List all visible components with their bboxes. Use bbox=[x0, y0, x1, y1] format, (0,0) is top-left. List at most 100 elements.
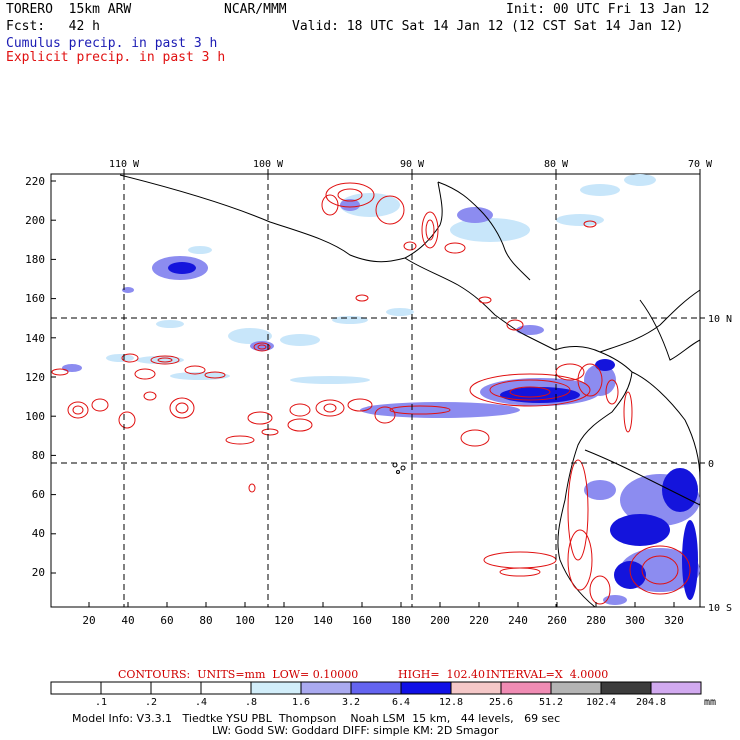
contour-cell bbox=[403, 241, 417, 251]
cumulus-cell bbox=[580, 184, 620, 196]
contour-cell bbox=[506, 319, 524, 331]
contour-cell bbox=[184, 365, 206, 375]
lon-label: 70 W bbox=[688, 159, 713, 170]
coastline-caribbean bbox=[437, 181, 531, 281]
contour-cell bbox=[157, 357, 173, 363]
cumulus-cell bbox=[332, 316, 368, 324]
contour-cell bbox=[577, 363, 603, 397]
x-tick-label: 20 bbox=[82, 614, 95, 627]
colorbar-swatch bbox=[450, 681, 502, 695]
y-tick-label: 200 bbox=[25, 214, 45, 227]
colorbar-swatch bbox=[200, 681, 252, 695]
contour-high: HIGH= 102.40 bbox=[398, 668, 486, 681]
colorbar-swatch bbox=[400, 681, 452, 695]
galapagos-island bbox=[400, 465, 406, 471]
coastline-mexico bbox=[119, 174, 443, 263]
lat-label: 0 bbox=[708, 459, 714, 470]
contour-cell bbox=[374, 406, 396, 424]
x-tick-label: 120 bbox=[274, 614, 294, 627]
x-tick-label: 180 bbox=[391, 614, 411, 627]
colorbar-unit: mm bbox=[704, 697, 716, 708]
colorbar-swatch bbox=[600, 681, 652, 695]
contour-cell bbox=[175, 402, 189, 414]
colorbar-label: .2 bbox=[145, 697, 157, 708]
contour-cell bbox=[555, 363, 585, 381]
colorbar-label: 3.2 bbox=[342, 697, 360, 708]
x-tick-label: 220 bbox=[469, 614, 489, 627]
colorbar bbox=[50, 681, 702, 695]
contour-cell bbox=[629, 545, 691, 595]
explicit-legend-line: Explicit precip. in past 3 h bbox=[6, 50, 226, 65]
y-tick-label: 120 bbox=[25, 371, 45, 384]
cumulus-cell bbox=[290, 376, 370, 384]
contour-cell bbox=[257, 344, 267, 350]
contour-cell bbox=[460, 429, 490, 447]
lon-label: 110 W bbox=[109, 159, 140, 170]
contour-cell bbox=[567, 459, 589, 561]
x-tick-label: 100 bbox=[235, 614, 255, 627]
contour-cell bbox=[169, 397, 195, 419]
cumulus-cell bbox=[62, 364, 82, 372]
cumulus-precip-areas bbox=[62, 174, 700, 605]
lat-label: 10 N bbox=[708, 314, 732, 325]
cumulus-cell bbox=[280, 334, 320, 346]
x-tick-label: 320 bbox=[664, 614, 684, 627]
x-tick-label: 260 bbox=[547, 614, 567, 627]
model-info-line2: LW: Godd SW: Goddard DIFF: simple KM: 2D… bbox=[212, 724, 499, 737]
contour-cell bbox=[355, 294, 369, 302]
colorbar-swatch bbox=[350, 681, 402, 695]
y-tick-label: 60 bbox=[32, 488, 45, 501]
cumulus-cell bbox=[584, 364, 616, 396]
lat-label: 10 S bbox=[708, 603, 732, 614]
contour-cell bbox=[425, 219, 435, 241]
contour-cell bbox=[118, 411, 136, 429]
coastline-venezuela bbox=[599, 289, 701, 353]
x-tick-label: 200 bbox=[430, 614, 450, 627]
y-tick-label: 180 bbox=[25, 253, 45, 266]
contour-cell bbox=[469, 373, 591, 407]
model-title: TORERO 15km ARW bbox=[6, 2, 132, 17]
y-tick-label: 140 bbox=[25, 332, 45, 345]
x-tick-label: 40 bbox=[121, 614, 134, 627]
contour-cell bbox=[375, 195, 405, 225]
coastline-central-america bbox=[404, 257, 556, 351]
y-tick-label: 20 bbox=[32, 566, 45, 579]
contour-cell bbox=[67, 401, 89, 419]
colorbar-swatch bbox=[250, 681, 302, 695]
contour-cell bbox=[499, 567, 541, 577]
coastlines bbox=[119, 174, 701, 608]
colorbar-swatch bbox=[550, 681, 602, 695]
contour-cell bbox=[605, 379, 619, 405]
contour-cell bbox=[150, 355, 180, 365]
cumulus-cell bbox=[595, 359, 615, 371]
right-lat-labels: 10 N 0 10 S bbox=[708, 314, 732, 614]
cumulus-cell bbox=[457, 207, 493, 223]
contour-cell bbox=[623, 391, 633, 433]
contour-cell bbox=[583, 220, 597, 228]
contour-cell bbox=[589, 575, 611, 605]
left-grid-labels: 220 200 180 160 140 120 100 80 60 40 20 bbox=[25, 175, 45, 579]
model-info-line1: Model Info: V3.3.1 Tiedtke YSU PBL Thomp… bbox=[72, 712, 561, 725]
top-lon-labels: 110 W 100 W 90 W 80 W 70 W bbox=[109, 159, 713, 170]
contour-cell bbox=[248, 483, 256, 493]
colorbar-swatch bbox=[500, 681, 552, 695]
valid-time: Valid: 18 UTC Sat 14 Jan 12 (12 CST Sat … bbox=[292, 19, 684, 34]
coastline-south-america-west bbox=[557, 371, 633, 608]
contour-cell bbox=[143, 391, 157, 401]
axis-ticks bbox=[51, 169, 705, 608]
colorbar-swatch bbox=[100, 681, 152, 695]
y-tick-label: 220 bbox=[25, 175, 45, 188]
latlon-grid bbox=[51, 174, 700, 607]
cumulus-cell bbox=[340, 193, 400, 217]
contour-cell bbox=[51, 368, 69, 376]
cumulus-cell bbox=[516, 325, 544, 335]
init-time: Init: 00 UTC Fri 13 Jan 12 bbox=[506, 2, 710, 17]
forecast-hour: Fcst: 42 h bbox=[6, 19, 100, 34]
galapagos-island bbox=[396, 470, 400, 474]
x-tick-label: 140 bbox=[313, 614, 333, 627]
contour-cell bbox=[489, 379, 571, 401]
contour-cell bbox=[134, 368, 156, 380]
cumulus-cell bbox=[188, 246, 212, 254]
colorbar-label: .1 bbox=[95, 697, 107, 708]
